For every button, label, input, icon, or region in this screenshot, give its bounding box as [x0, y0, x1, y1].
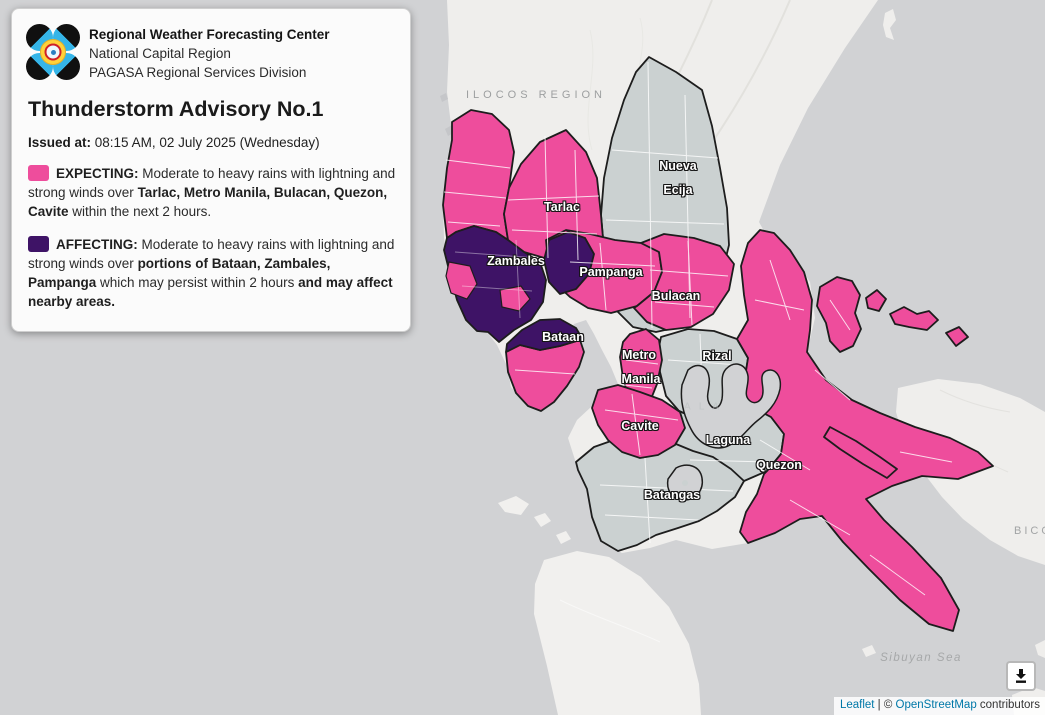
- expecting-label: EXPECTING:: [56, 166, 139, 181]
- lubang-islands: [498, 496, 571, 544]
- polillo-islands-shape: [816, 276, 969, 353]
- affecting-text-3: and may affect nearby areas.: [28, 275, 393, 309]
- org-line-1: Regional Weather Forecasting Center: [89, 27, 330, 42]
- municipal-border-lines-purple: [454, 239, 539, 319]
- logo-core-ring: [44, 43, 62, 61]
- logo-core: [40, 39, 66, 65]
- leaflet-link[interactable]: Leaflet: [839, 699, 875, 711]
- province-zambales-north-shape: [442, 109, 515, 241]
- zambales-coast-pink-patch: [445, 261, 531, 312]
- attribution-separator: | ©: [874, 699, 896, 711]
- expecting-text-2: within the next 2 hours.: [68, 204, 212, 219]
- org-name-block: Regional Weather Forecasting Center Nati…: [89, 23, 330, 82]
- province-quezon-shape: [733, 229, 994, 632]
- affecting-paragraph: AFFECTING: Moderate to heavy rains with …: [28, 235, 396, 311]
- download-button[interactable]: [1006, 661, 1036, 691]
- pampanga-affected-shape: [543, 231, 595, 295]
- affecting-text-2: which may persist within 2 hours: [96, 275, 299, 290]
- advisory-panel: Regional Weather Forecasting Center Nati…: [11, 8, 411, 332]
- expecting-areas: Tarlac, Metro Manila, Bulacan, Quezon, C…: [28, 185, 388, 219]
- issued-at-label: Issued at:: [28, 135, 92, 150]
- laguna-de-bay-lake: [680, 363, 782, 449]
- issued-at-value: 08:15 AM, 02 July 2025 (Wednesday): [91, 135, 320, 150]
- alabat-island-shape: [823, 426, 898, 479]
- zambales-affected-shape: [443, 225, 547, 343]
- taal-volcano-island: [682, 480, 688, 486]
- mindoro-island: [534, 551, 701, 715]
- openstreetmap-link[interactable]: OpenStreetMap: [895, 699, 977, 711]
- pagasa-logo-icon: [26, 23, 80, 81]
- affecting-text-1: Moderate to heavy rains with lightning a…: [28, 237, 395, 271]
- affecting-color-swatch: [28, 236, 49, 252]
- province-cavite-shape: [591, 384, 686, 459]
- advisory-title: Thunderstorm Advisory No.1: [28, 97, 324, 121]
- mindoro-border-line: [559, 599, 661, 643]
- expecting-paragraph: EXPECTING: Moderate to heavy rains with …: [28, 164, 396, 221]
- panel-header: Regional Weather Forecasting Center Nati…: [26, 23, 396, 82]
- org-line-2: National Capital Region: [89, 46, 231, 61]
- issued-at-line: Issued at: 08:15 AM, 02 July 2025 (Wedne…: [28, 135, 396, 150]
- logo-core-dot: [50, 49, 56, 55]
- expecting-text-1: Moderate to heavy rains with lightning a…: [28, 166, 396, 200]
- attribution-contributors: contributors: [976, 699, 1040, 711]
- expecting-color-swatch: [28, 165, 49, 181]
- bataan-affected-shape: [505, 318, 584, 353]
- affecting-areas: portions of Bataan, Zambales, Pampanga: [28, 256, 331, 290]
- affecting-label: AFFECTING:: [56, 237, 138, 252]
- download-icon: [1016, 669, 1026, 683]
- org-line-3: PAGASA Regional Services Division: [89, 65, 307, 80]
- map-attribution: Leaflet | © OpenStreetMap contributors: [833, 697, 1045, 715]
- province-bulacan-shape: [633, 233, 735, 331]
- municipal-border-lines: [443, 61, 953, 596]
